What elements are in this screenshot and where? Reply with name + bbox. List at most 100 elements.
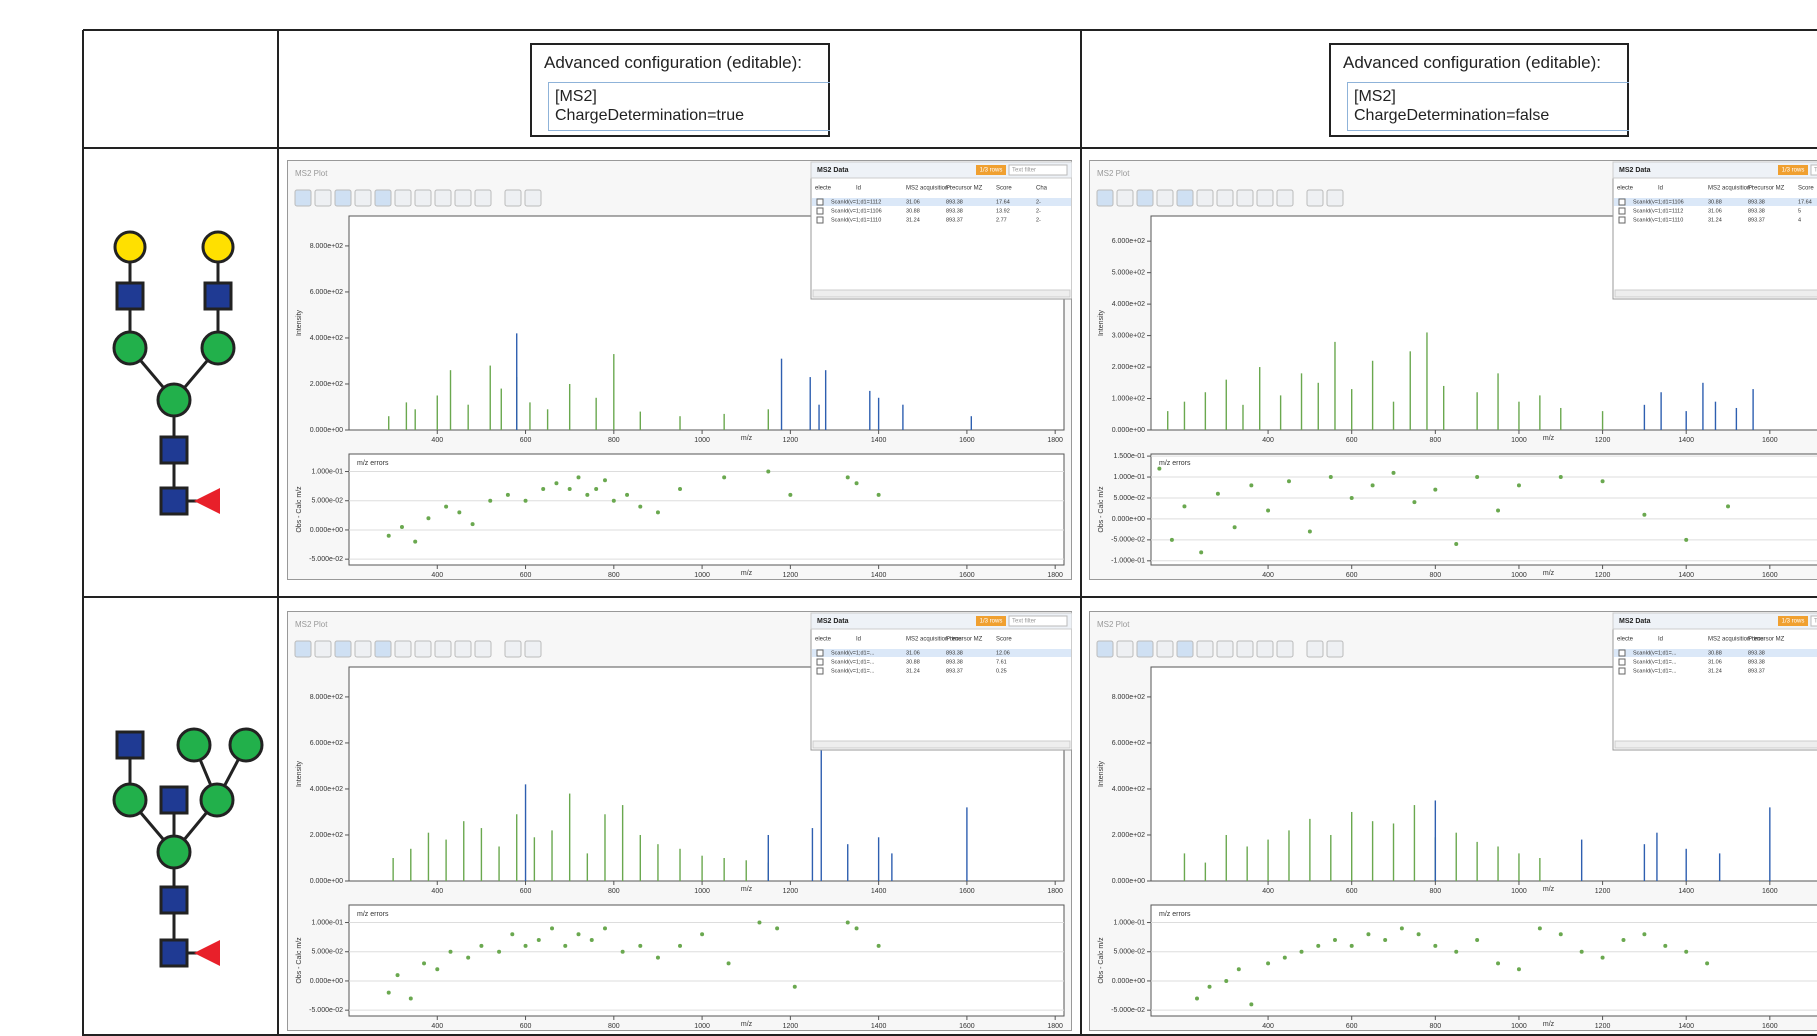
toolbar-button[interactable] — [295, 641, 311, 657]
toolbar-button[interactable] — [1237, 190, 1253, 206]
toolbar-button[interactable] — [455, 641, 471, 657]
toolbar-button[interactable] — [375, 641, 391, 657]
error-point — [1496, 509, 1500, 513]
toolbar-button[interactable] — [1237, 641, 1253, 657]
toolbar-button[interactable] — [1257, 190, 1273, 206]
toolbar-button[interactable] — [1097, 190, 1113, 206]
x-tick-label: 800 — [608, 572, 620, 579]
error-point — [727, 961, 731, 965]
x-tick-label: 1600 — [1762, 1023, 1778, 1030]
toolbar-button[interactable] — [315, 641, 331, 657]
toolbar-button[interactable] — [1157, 641, 1173, 657]
row-checkbox[interactable] — [817, 668, 823, 674]
scrollbar[interactable] — [1615, 290, 1817, 297]
error-point — [1559, 475, 1563, 479]
toolbar-button[interactable] — [375, 190, 391, 206]
toolbar-button[interactable] — [355, 641, 371, 657]
toolbar-button[interactable] — [1117, 190, 1133, 206]
error-point — [1208, 985, 1212, 989]
x-tick-label: 800 — [1429, 437, 1441, 444]
table-cell: 893.38 — [1748, 199, 1765, 205]
y-tick-label: 8.000e+02 — [310, 694, 343, 701]
toolbar-button[interactable] — [1137, 641, 1153, 657]
toolbar-button[interactable] — [395, 190, 411, 206]
toolbar-button[interactable] — [335, 190, 351, 206]
scrollbar[interactable] — [813, 741, 1070, 748]
y-tick-label: 1.500e-01 — [1113, 453, 1145, 460]
error-point — [400, 525, 404, 529]
row-checkbox[interactable] — [817, 208, 823, 214]
y-tick-label: 6.000e+02 — [310, 740, 343, 747]
toolbar-button[interactable] — [1257, 641, 1273, 657]
row-checkbox[interactable] — [817, 199, 823, 205]
toolbar-button[interactable] — [1177, 190, 1193, 206]
column-header: Score — [996, 637, 1012, 643]
toolbar-button[interactable] — [395, 641, 411, 657]
row-checkbox[interactable] — [817, 659, 823, 665]
toolbar-button[interactable] — [525, 190, 541, 206]
toolbar-button[interactable] — [1177, 641, 1193, 657]
row-checkbox[interactable] — [1619, 208, 1625, 214]
table-cell: 31.24 — [906, 668, 920, 674]
error-point — [585, 493, 589, 497]
toolbar-button[interactable] — [1277, 641, 1293, 657]
row-checkbox[interactable] — [1619, 650, 1625, 656]
error-point — [537, 938, 541, 942]
toolbar-button[interactable] — [1157, 190, 1173, 206]
toolbar-button[interactable] — [475, 190, 491, 206]
toolbar-button[interactable] — [475, 641, 491, 657]
column-header: Precursor MZ — [1748, 186, 1785, 192]
row-count: 1/3 rows — [1782, 168, 1805, 174]
toolbar-button[interactable] — [1117, 641, 1133, 657]
ms2-plot: MS2 Plot0.000e+002.000e+024.000e+026.000… — [1089, 611, 1817, 1031]
toolbar-button[interactable] — [1307, 190, 1323, 206]
toolbar-button[interactable] — [435, 190, 451, 206]
row-checkbox[interactable] — [817, 217, 823, 223]
toolbar-button[interactable] — [455, 190, 471, 206]
row-checkbox[interactable] — [1619, 217, 1625, 223]
row-checkbox[interactable] — [1619, 199, 1625, 205]
toolbar-button[interactable] — [335, 641, 351, 657]
toolbar-button[interactable] — [1217, 190, 1233, 206]
row-count: 1/3 rows — [980, 619, 1003, 625]
column-header: Cha — [1036, 186, 1048, 192]
toolbar-button[interactable] — [1217, 641, 1233, 657]
x-tick-label: 400 — [431, 437, 443, 444]
row-checkbox[interactable] — [1619, 668, 1625, 674]
toolbar-button[interactable] — [295, 190, 311, 206]
y-tick-label: 6.000e+02 — [1112, 238, 1145, 245]
toolbar-button[interactable] — [415, 641, 431, 657]
scrollbar[interactable] — [1615, 741, 1817, 748]
toolbar-button[interactable] — [1137, 190, 1153, 206]
toolbar-button[interactable] — [505, 641, 521, 657]
x-tick-label: 1000 — [694, 1023, 710, 1030]
toolbar-button[interactable] — [1097, 641, 1113, 657]
toolbar-button[interactable] — [355, 190, 371, 206]
row-checkbox[interactable] — [1619, 659, 1625, 665]
row-checkbox[interactable] — [817, 650, 823, 656]
toolbar-button[interactable] — [315, 190, 331, 206]
toolbar-button[interactable] — [1197, 190, 1213, 206]
toolbar-button[interactable] — [1327, 190, 1343, 206]
x-tick-label: 600 — [1346, 888, 1358, 895]
toolbar-button[interactable] — [505, 190, 521, 206]
table-cell: 31.24 — [906, 217, 920, 223]
toolbar-button[interactable] — [1197, 641, 1213, 657]
scrollbar[interactable] — [813, 290, 1070, 297]
config-editor[interactable]: [MS2] ChargeDetermination=false — [1347, 82, 1629, 131]
y-tick-label: -5.000e-02 — [1111, 537, 1145, 544]
y-tick-label: 8.000e+02 — [1112, 694, 1145, 701]
toolbar-button[interactable] — [415, 190, 431, 206]
table-cell: 31.24 — [1708, 217, 1722, 223]
config-editor[interactable]: [MS2] ChargeDetermination=true — [548, 82, 830, 131]
error-point — [1538, 926, 1542, 930]
toolbar-button[interactable] — [435, 641, 451, 657]
y-tick-label: -5.000e-02 — [309, 556, 343, 563]
toolbar-button[interactable] — [525, 641, 541, 657]
table-cell: 893.37 — [1748, 217, 1765, 223]
error-point — [775, 926, 779, 930]
toolbar-button[interactable] — [1277, 190, 1293, 206]
toolbar-button[interactable] — [1327, 641, 1343, 657]
toolbar-button[interactable] — [1307, 641, 1323, 657]
x-tick-label: 1800 — [1047, 437, 1063, 444]
